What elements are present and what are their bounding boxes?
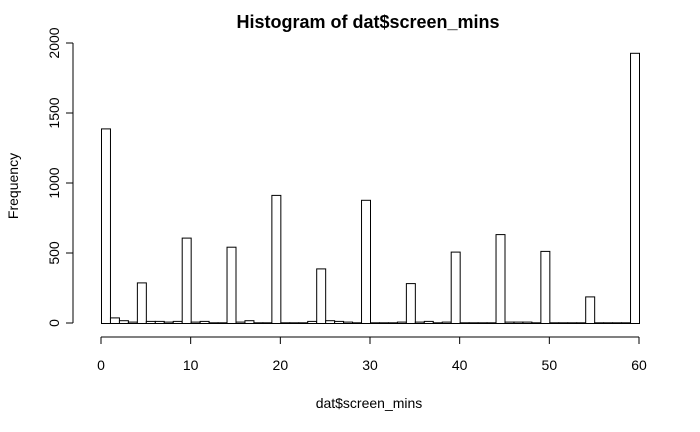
y-tick-label: 1000: [46, 167, 62, 198]
histogram-bar: [325, 320, 336, 325]
histogram-bar: [414, 321, 425, 325]
x-tick-label: 20: [273, 357, 289, 373]
histogram-bar: [513, 321, 524, 325]
histogram-bar: [262, 322, 273, 324]
histogram-bar: [486, 322, 497, 324]
histogram-bar: [432, 322, 443, 324]
histogram-bar: [396, 321, 407, 325]
histogram-bar: [558, 322, 569, 324]
histogram-bar: [280, 322, 291, 324]
x-tick-label: 40: [452, 357, 468, 373]
histogram-bar: [172, 320, 183, 324]
histogram-bar: [307, 320, 318, 324]
x-tick-label: 0: [97, 357, 105, 373]
x-tick-label: 30: [362, 357, 378, 373]
histogram-bar: [145, 320, 156, 324]
histogram-bar: [504, 321, 515, 325]
histogram-bar: [477, 322, 488, 324]
x-tick-label: 10: [183, 357, 199, 373]
y-tick-label: 0: [46, 319, 62, 327]
chart-title: Histogram of dat$screen_mins: [236, 12, 499, 32]
histogram-bar: [594, 322, 605, 324]
histogram-bar: [423, 320, 434, 324]
histogram-bar: [244, 320, 255, 325]
histogram-bar: [127, 321, 138, 325]
y-tick-label: 1500: [46, 97, 62, 128]
histogram-bar: [603, 322, 614, 324]
histogram-bar: [154, 320, 165, 324]
x-axis: 0 10 20 30 40 50 60: [97, 336, 647, 373]
histogram-bar: [370, 322, 380, 324]
histogram-bar: [450, 251, 461, 325]
histogram-bar: [190, 321, 201, 325]
histogram-bar: [253, 322, 264, 324]
histogram-bar: [387, 322, 398, 324]
histogram-bar: [576, 322, 587, 324]
histogram-bar: [163, 321, 174, 325]
y-tick-label: 500: [46, 241, 62, 265]
histogram-bar: [621, 322, 632, 324]
histogram-bar: [522, 321, 533, 325]
histogram-bar: [441, 321, 452, 325]
histogram-bar: [343, 321, 354, 325]
histogram-bar: [567, 322, 578, 324]
y-axis: 0 500 1000 1500 2000: [46, 27, 74, 327]
histogram-bar: [549, 322, 560, 324]
histogram-bar: [235, 321, 246, 325]
histogram-bar: [378, 322, 389, 324]
histogram-bar: [495, 234, 506, 325]
histogram-bar: [531, 322, 542, 324]
histogram-bar: [181, 237, 192, 325]
histogram-bar: [612, 322, 623, 324]
histogram-bar: [109, 317, 120, 324]
histogram-bar: [468, 322, 479, 324]
y-axis-label: Frequency: [5, 153, 21, 219]
histogram-bar: [199, 320, 210, 324]
y-tick-label: 2000: [46, 27, 62, 58]
histogram-bar: [540, 250, 551, 324]
histogram-bar: [630, 52, 641, 325]
x-axis-label: dat$screen_mins: [316, 395, 423, 411]
histogram-bar: [316, 268, 327, 324]
histogram-bar: [585, 296, 596, 324]
histogram-bar: [405, 283, 416, 325]
histogram-bar: [101, 128, 111, 324]
histogram-bar: [298, 322, 309, 324]
x-tick-label: 50: [542, 357, 558, 373]
histogram-bar: [118, 320, 129, 325]
histogram-bar: [271, 194, 282, 324]
histogram-bar: [136, 282, 147, 324]
histogram-bar: [217, 322, 228, 324]
histogram-bar: [361, 199, 371, 324]
histogram-bar: [226, 246, 237, 324]
histogram-bar: [352, 322, 363, 324]
x-tick-label: 60: [631, 357, 647, 373]
histogram-bar: [459, 322, 470, 324]
histogram-bar: [208, 322, 219, 324]
histogram-bar: [289, 322, 300, 324]
bars-group: [101, 52, 641, 325]
histogram-bar: [334, 320, 345, 324]
